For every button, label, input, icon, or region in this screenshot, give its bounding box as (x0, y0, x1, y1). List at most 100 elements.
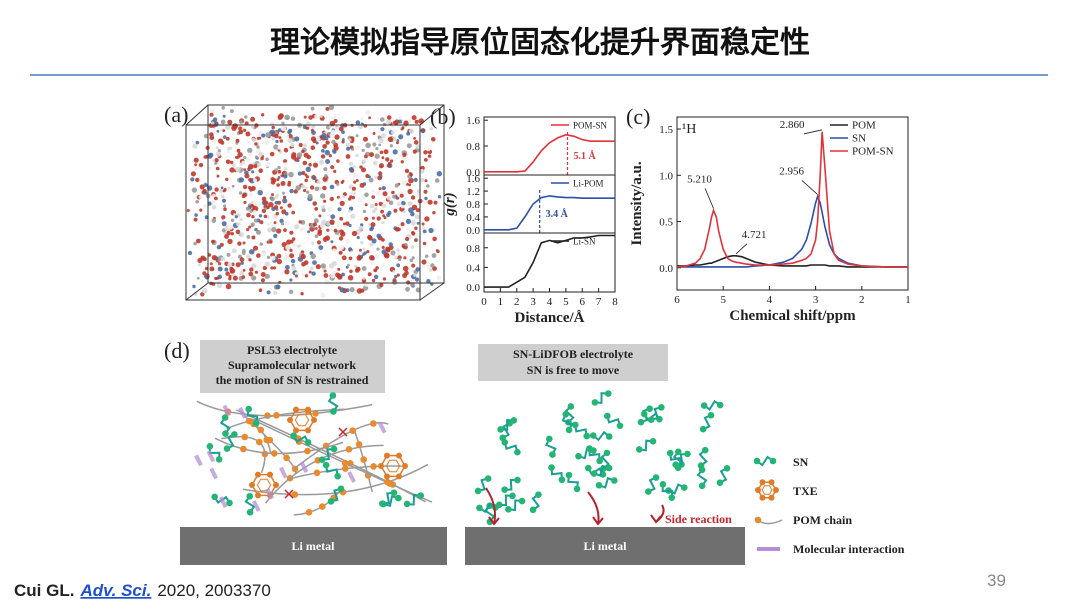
interaction (218, 496, 228, 508)
sn-bond (219, 416, 231, 435)
atom (345, 221, 350, 226)
atom (261, 196, 267, 202)
legend-label: POM-SN (852, 146, 894, 158)
atom (217, 138, 224, 144)
sn-end (698, 482, 706, 490)
atom (207, 153, 213, 159)
atom (273, 205, 279, 210)
atom (388, 200, 394, 206)
sn-bond (574, 424, 588, 437)
atom (275, 211, 279, 216)
sn-bond (698, 449, 708, 467)
atom (221, 106, 225, 110)
sn-end (514, 448, 521, 456)
atom (280, 125, 287, 132)
atom (342, 222, 346, 226)
atom (406, 131, 410, 136)
txe-atom (396, 473, 402, 480)
atom (434, 178, 440, 183)
atom (230, 218, 235, 222)
x-tick-label: 3 (813, 294, 819, 306)
legend-label: POM (852, 120, 876, 132)
sn-end (329, 392, 337, 399)
sn-end (403, 500, 411, 508)
atom (279, 206, 283, 210)
sn-bond (327, 394, 339, 413)
atom (406, 143, 412, 149)
atom (301, 273, 305, 277)
sn-end (611, 477, 618, 484)
x-tick-label: 1 (905, 294, 911, 306)
atom (224, 267, 229, 272)
atom (277, 145, 282, 150)
atom (283, 147, 289, 153)
schematic (194, 390, 783, 551)
atom (211, 239, 215, 244)
atom (196, 238, 201, 244)
atom (216, 282, 223, 289)
atom (291, 152, 297, 158)
x-tick-label: 2 (859, 294, 865, 306)
atom (251, 170, 255, 174)
sn-end (595, 481, 603, 489)
atom (328, 154, 332, 158)
atom (221, 221, 227, 227)
side-reaction-arrowhead (592, 516, 604, 526)
y-tick-label: 1.0 (659, 170, 673, 182)
pom-oxygen (291, 491, 299, 498)
sn-end (417, 492, 425, 499)
atom (287, 138, 293, 144)
atom (200, 292, 205, 297)
atom (254, 142, 258, 146)
atom (368, 177, 374, 183)
atom (256, 162, 262, 167)
atom (341, 195, 345, 198)
atom (209, 132, 214, 137)
atom (251, 137, 256, 142)
atom (393, 129, 397, 133)
atom (202, 188, 207, 194)
atom (226, 150, 231, 154)
atom (347, 263, 350, 267)
atom (222, 114, 226, 118)
atom (364, 192, 369, 198)
atom (337, 207, 342, 212)
atom (294, 136, 300, 142)
atom (380, 127, 385, 132)
atom (341, 179, 345, 183)
atom (258, 201, 263, 206)
atom (345, 142, 350, 147)
sn-bond (756, 455, 774, 467)
y-tick-label: 0.0 (466, 167, 480, 179)
atom (287, 258, 292, 263)
atom (218, 262, 222, 266)
atom (259, 130, 263, 135)
sn-end (589, 432, 597, 439)
atom (356, 255, 362, 261)
atom (198, 162, 204, 168)
sn-bond (550, 467, 563, 480)
sn-end (707, 411, 715, 419)
atom (236, 148, 241, 153)
atom (301, 149, 305, 154)
atom (324, 235, 331, 241)
atom (355, 153, 359, 158)
atom (411, 256, 415, 260)
atom (256, 229, 261, 235)
atom (370, 226, 375, 230)
atom (418, 118, 425, 124)
atom (265, 132, 271, 138)
txe-atom (755, 487, 761, 493)
atom (332, 149, 337, 154)
atom (366, 250, 370, 254)
nucleus-label: ¹H (682, 122, 696, 137)
atom (251, 215, 255, 219)
sn-bond (321, 448, 335, 461)
pom-oxygen (370, 463, 377, 470)
atom (250, 204, 255, 208)
sn-end (252, 419, 260, 427)
legend-label: SN (852, 133, 866, 145)
atom (270, 255, 276, 261)
sn-end (646, 405, 653, 413)
atom (338, 236, 344, 241)
